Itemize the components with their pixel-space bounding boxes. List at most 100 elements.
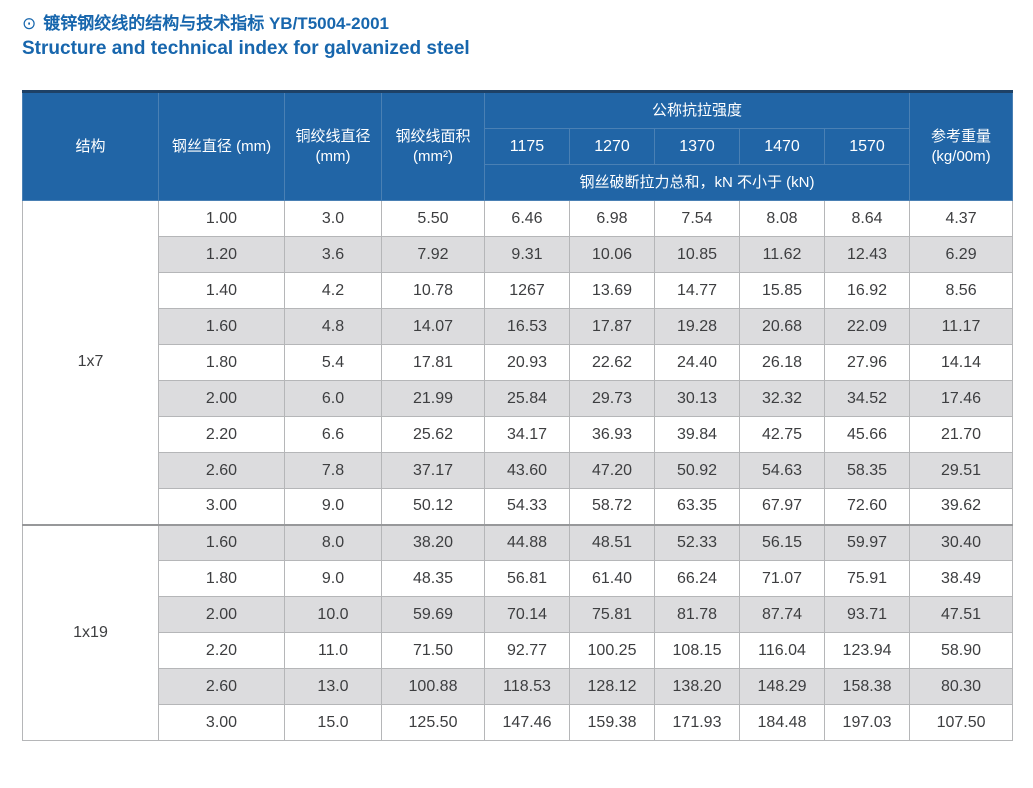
data-cell: 58.35 <box>823 452 911 489</box>
header-structure: 结构 <box>22 90 159 201</box>
title-block: ⊙ 镀锌钢绞线的结构与技术指标 YB/T5004-2001 Structure … <box>0 0 1033 62</box>
data-cell: 3.00 <box>158 488 285 525</box>
data-cell: 6.46 <box>484 200 570 237</box>
header-breaking-force-note: 钢丝破断拉力总和，kN 不小于 (kN) <box>483 164 911 201</box>
data-cell: 44.88 <box>484 523 570 561</box>
data-cell: 8.56 <box>909 272 1014 309</box>
data-cell: 75.91 <box>823 560 911 597</box>
data-cell: 8.08 <box>739 200 825 237</box>
data-cell: 1.40 <box>158 272 285 309</box>
data-cell: 9.0 <box>284 488 382 525</box>
data-cell: 42.75 <box>739 416 825 453</box>
data-cell: 92.77 <box>484 632 570 669</box>
data-cell: 61.40 <box>569 560 655 597</box>
data-cell: 6.29 <box>909 236 1014 273</box>
data-cell: 5.50 <box>381 200 485 237</box>
data-cell: 118.53 <box>484 668 570 705</box>
data-cell: 19.28 <box>654 308 740 345</box>
data-cell: 2.00 <box>158 596 285 633</box>
data-cell: 116.04 <box>739 632 825 669</box>
data-cell: 108.15 <box>654 632 740 669</box>
data-cell: 14.77 <box>654 272 740 309</box>
data-cell: 20.68 <box>739 308 825 345</box>
data-cell: 1.20 <box>158 236 285 273</box>
data-cell: 14.14 <box>909 344 1014 381</box>
data-cell: 123.94 <box>823 632 911 669</box>
data-cell: 22.09 <box>823 308 911 345</box>
data-cell: 5.4 <box>284 344 382 381</box>
data-cell: 107.50 <box>909 704 1014 741</box>
data-cell: 93.71 <box>823 596 911 633</box>
table-row: 2.60 13.0 100.88 118.53 128.12 138.20 148.29 15… <box>23 668 1014 705</box>
data-cell: 1.00 <box>158 200 285 237</box>
data-cell: 8.0 <box>284 523 382 561</box>
data-cell: 38.49 <box>909 560 1014 597</box>
data-cell: 80.30 <box>909 668 1014 705</box>
data-cell: 24.40 <box>654 344 740 381</box>
data-cell: 56.81 <box>484 560 570 597</box>
table-row: 2.60 7.8 37.17 43.60 47.20 50.92 54.63 58.35 29.… <box>23 452 1014 489</box>
data-cell: 48.51 <box>569 523 655 561</box>
table-row: 1x19 1.60 8.0 38.20 44.88 48.51 52.33 56.15 59.9… <box>22 523 1014 741</box>
data-cell: 158.38 <box>823 668 911 705</box>
data-cell: 2.60 <box>158 452 285 489</box>
data-cell: 52.33 <box>654 523 740 561</box>
data-cell: 125.50 <box>381 704 485 741</box>
data-cell: 50.92 <box>654 452 740 489</box>
data-cell: 9.0 <box>284 560 382 597</box>
data-cell: 100.88 <box>381 668 485 705</box>
data-cell: 2.20 <box>158 416 285 453</box>
strength-grade-header: 1175 <box>484 128 570 165</box>
data-cell: 15.85 <box>739 272 825 309</box>
data-cell: 14.07 <box>381 308 485 345</box>
data-cell: 34.52 <box>823 380 911 417</box>
data-cell: 9.31 <box>484 236 570 273</box>
data-cell: 128.12 <box>569 668 655 705</box>
data-cell: 70.14 <box>484 596 570 633</box>
data-cell: 26.18 <box>739 344 825 381</box>
data-cell: 30.40 <box>909 523 1014 561</box>
data-cell: 12.43 <box>823 236 911 273</box>
data-cell: 3.00 <box>158 704 285 741</box>
table-row: 1.80 9.0 48.35 56.81 61.40 66.24 71.07 75.91 38.… <box>23 560 1014 597</box>
data-cell: 29.51 <box>909 452 1014 489</box>
data-cell: 27.96 <box>823 344 911 381</box>
data-cell: 11.62 <box>739 236 825 273</box>
data-cell: 39.62 <box>909 488 1014 525</box>
data-cell: 67.97 <box>739 488 825 525</box>
data-cell: 66.24 <box>654 560 740 597</box>
header-wire-diameter: 钢丝直径 (mm) <box>158 90 285 201</box>
data-cell: 1.60 <box>158 523 285 561</box>
table-row: 1x7 1.00 3.0 5.50 6.46 6.98 7.54 8.08 8.64 4.37 <box>22 200 1014 525</box>
data-cell: 47.51 <box>909 596 1014 633</box>
data-cell: 138.20 <box>654 668 740 705</box>
data-cell: 58.72 <box>569 488 655 525</box>
data-cell: 22.62 <box>569 344 655 381</box>
data-cell: 32.32 <box>739 380 825 417</box>
data-cell: 45.66 <box>823 416 911 453</box>
strength-grade-header: 1270 <box>569 128 655 165</box>
data-cell: 54.63 <box>739 452 825 489</box>
data-cell: 38.20 <box>381 523 485 561</box>
data-cell: 1267 <box>484 272 570 309</box>
data-cell: 100.25 <box>569 632 655 669</box>
strength-grade-header: 1570 <box>823 128 911 165</box>
table-row: 1.60 4.8 14.07 16.53 17.87 19.28 20.68 22.09 11.… <box>23 308 1014 345</box>
data-cell: 15.0 <box>284 704 382 741</box>
strength-grade-header: 1470 <box>739 128 825 165</box>
data-cell: 7.54 <box>654 200 740 237</box>
data-cell: 11.0 <box>284 632 382 669</box>
data-cell: 75.81 <box>569 596 655 633</box>
data-cell: 25.84 <box>484 380 570 417</box>
data-cell: 16.92 <box>823 272 911 309</box>
data-cell: 197.03 <box>823 704 911 741</box>
data-cell: 71.50 <box>381 632 485 669</box>
page-title-text: 镀锌钢绞线的结构与技术指标 YB/T5004-2001 <box>43 14 389 33</box>
table-row: 1.40 4.2 10.78 1267 13.69 14.77 15.85 16.92 8.56 <box>23 272 1014 309</box>
data-cell: 54.33 <box>484 488 570 525</box>
circle-dot-icon: ⊙ <box>22 14 37 33</box>
strength-grade-header: 1370 <box>654 128 740 165</box>
data-cell: 47.20 <box>569 452 655 489</box>
data-cell: 71.07 <box>739 560 825 597</box>
table-row: 2.00 10.0 59.69 70.14 75.81 81.78 87.74 93.71 47… <box>23 596 1014 633</box>
